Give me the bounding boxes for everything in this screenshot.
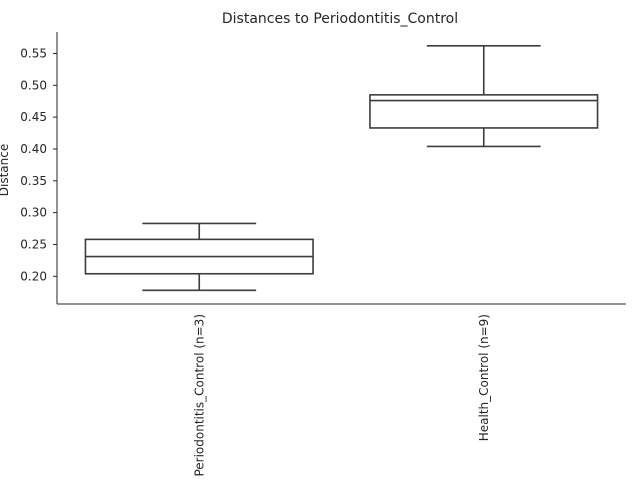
box-1	[84, 222, 314, 292]
y-ticks: 0.20 0.25 0.30 0.35 0.40 0.45 0.50 0.55	[20, 46, 57, 283]
y-tick-label: 0.40	[20, 142, 47, 156]
box-2	[369, 45, 599, 148]
y-tick-label: 0.20	[20, 269, 47, 283]
y-tick-label: 0.35	[20, 174, 47, 188]
x-ticks: Periodontitis_Control (n=3) Health_Contro…	[192, 314, 491, 477]
y-tick-label: 0.55	[20, 46, 47, 60]
chart-title: Distances to Periodontitis_Control	[222, 11, 458, 27]
y-axis-label: Distance	[0, 144, 11, 196]
y-tick-label: 0.50	[20, 78, 47, 92]
x-tick-label: Periodontitis_Control (n=3)	[192, 314, 206, 477]
x-tick-label: Health_Control (n=9)	[477, 314, 491, 441]
plot-area	[84, 45, 599, 292]
y-tick-label: 0.30	[20, 206, 47, 220]
y-tick-label: 0.25	[20, 237, 47, 251]
y-tick-label: 0.45	[20, 110, 47, 124]
